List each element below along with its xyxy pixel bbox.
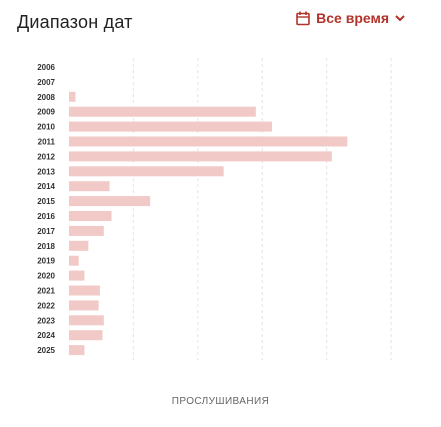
bar bbox=[69, 315, 104, 326]
bar bbox=[69, 285, 100, 296]
y-tick-label: 2023 bbox=[37, 316, 55, 325]
bar bbox=[69, 136, 348, 147]
y-tick-label: 2007 bbox=[37, 78, 55, 87]
listening-chart: 2006 2007 2008 2009 2010 2011 2012 2013 2014 2015… bbox=[0, 44, 441, 427]
y-tick-label: 2014 bbox=[37, 182, 55, 191]
y-tick-label: 2021 bbox=[37, 287, 55, 296]
y-tick-label: 2025 bbox=[37, 346, 55, 355]
bar bbox=[69, 166, 224, 177]
bar bbox=[69, 121, 272, 132]
bar-chart: 2006 2007 2008 2009 2010 2011 2012 2013 2014 2015… bbox=[37, 58, 392, 361]
chevron-down-icon bbox=[395, 14, 405, 22]
y-tick-label: 2024 bbox=[37, 331, 55, 340]
y-tick-label: 2006 bbox=[37, 63, 55, 72]
bar bbox=[69, 330, 103, 341]
y-tick-label: 2008 bbox=[37, 93, 55, 102]
y-tick-label: 2018 bbox=[37, 242, 55, 251]
bar bbox=[69, 106, 256, 117]
bar bbox=[69, 300, 99, 311]
bar bbox=[69, 345, 85, 356]
bar bbox=[69, 255, 79, 266]
bar bbox=[69, 181, 110, 192]
page-title: Диапазон дат bbox=[17, 12, 133, 32]
calendar-icon bbox=[296, 11, 310, 26]
y-tick-label: 2010 bbox=[37, 123, 55, 132]
date-range-selector[interactable]: Все время bbox=[296, 10, 405, 26]
bar bbox=[69, 270, 85, 281]
bar bbox=[69, 151, 332, 162]
bar bbox=[69, 225, 104, 236]
y-tick-label: 2015 bbox=[37, 197, 55, 206]
y-tick-label: 2020 bbox=[37, 272, 55, 281]
y-tick-label: 2013 bbox=[37, 167, 55, 176]
y-tick-label: 2011 bbox=[38, 138, 56, 147]
x-axis-label: ПРОСЛУШИВАНИЯ bbox=[171, 396, 270, 407]
y-tick-label: 2012 bbox=[37, 152, 55, 161]
y-tick-label: 2019 bbox=[37, 257, 55, 266]
y-tick-label: 2017 bbox=[37, 227, 55, 236]
bar bbox=[69, 211, 112, 221]
bar bbox=[69, 196, 151, 207]
bar bbox=[69, 240, 89, 251]
y-tick-label: 2009 bbox=[37, 108, 55, 117]
header: Диапазон дат Все время bbox=[0, 0, 441, 44]
bar bbox=[69, 91, 76, 102]
y-tick-label: 2022 bbox=[37, 301, 55, 310]
date-range-label: Все время bbox=[316, 10, 389, 26]
y-tick-label: 2016 bbox=[37, 212, 55, 221]
